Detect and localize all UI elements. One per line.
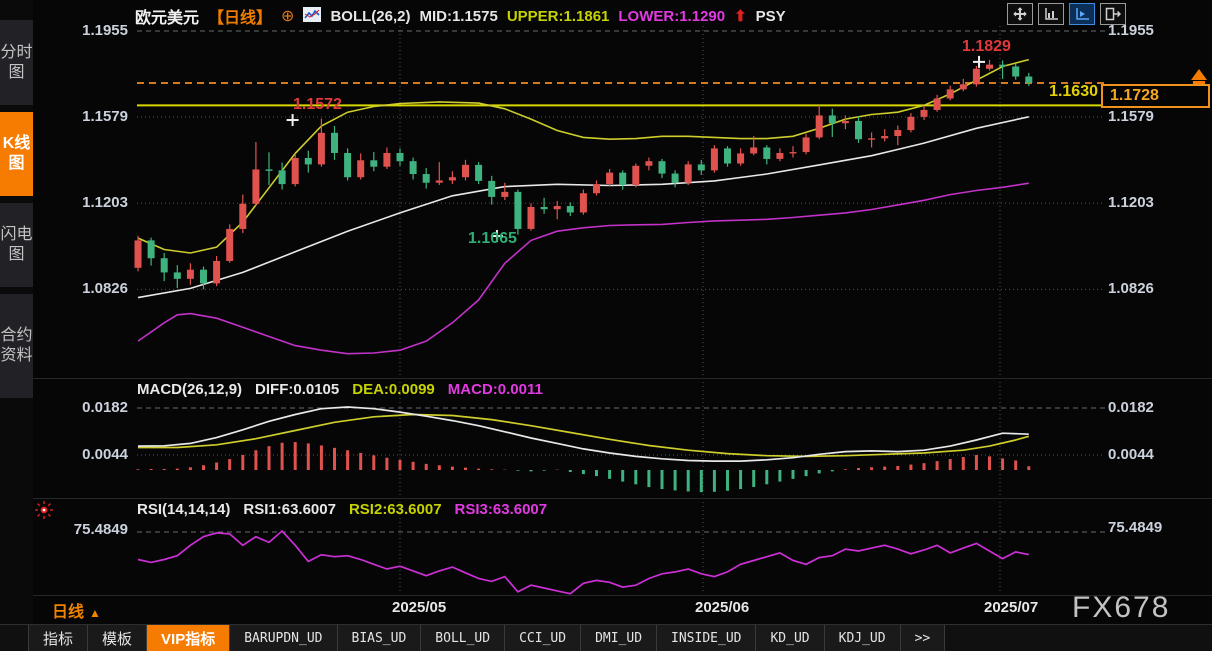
toolbar-item-barupdn[interactable]: BARUPDN_UD [230, 625, 338, 651]
period-selector[interactable]: 日线 ▲ [52, 598, 101, 622]
macd-tick-left: 0.0182 [82, 399, 128, 416]
rsi3-value: RSI3:63.6007 [454, 501, 548, 518]
crosshair-markers [286, 55, 986, 243]
chart-toolbar-icons [1007, 3, 1126, 25]
rsi-title: RSI(14,14,14) [137, 501, 231, 518]
last-price-tag: 1.1728 [1101, 84, 1210, 108]
macd-tick-right: 0.0044 [1108, 446, 1154, 463]
price-tick-left: 1.1203 [82, 194, 128, 211]
sidebar-tab-label: 合约资料 [0, 327, 33, 364]
hline-price-label: 1.1630 [1049, 83, 1098, 100]
axis-scale-icon[interactable] [1038, 3, 1064, 25]
indicator-toolbar: 指标 模板 VIP指标 BARUPDN_UD BIAS_UD BOLL_UD C… [0, 624, 1212, 651]
macd-tick-right: 0.0182 [1108, 399, 1154, 416]
boll-upper-value: UPPER:1.1861 [506, 7, 610, 25]
macd-pane-header: MACD(26,12,9) DIFF:0.0105 DEA:0.0099 MAC… [137, 381, 543, 398]
sidebar-tab-time-chart[interactable]: 分时图 [0, 20, 33, 105]
psy-indicator-label: PSY [755, 7, 786, 25]
toolbar-item-more[interactable]: >> [900, 625, 946, 651]
axis-scale-active-icon[interactable] [1069, 3, 1095, 25]
rsi-line [137, 529, 1029, 595]
boll-lower-value: LOWER:1.1290 [618, 7, 726, 25]
rsi-tick-right: 75.4849 [1108, 519, 1163, 536]
price-tick-left: 1.1955 [82, 22, 128, 39]
price-tick-right: 1.1955 [1108, 22, 1154, 39]
fx678-watermark: FX678 [1072, 591, 1171, 624]
price-tick-right: 1.1203 [1108, 194, 1154, 211]
toolbar-item-boll[interactable]: BOLL_UD [421, 625, 506, 651]
swing-high-label-april: 1.1572 [293, 96, 342, 113]
add-indicator-icon[interactable]: ⊕ [281, 8, 295, 25]
price-tick-left: 1.0826 [82, 280, 128, 297]
toolbar-item-kdj[interactable]: KDJ_UD [824, 625, 901, 651]
period-tag: 【日线】 [208, 10, 273, 27]
rsi1-value: RSI1:63.6007 [243, 501, 336, 518]
price-tick-right: 1.0826 [1108, 280, 1154, 297]
toolbar-item-kd[interactable]: KD_UD [756, 625, 825, 651]
price-tick-right: 1.1579 [1108, 108, 1154, 125]
toolbar-item-template[interactable]: 模板 [88, 625, 148, 651]
rsi2-value: RSI2:63.6007 [348, 501, 442, 518]
sidebar-tab-label: 闪电图 [0, 226, 33, 263]
price-lines [137, 81, 1105, 107]
symbol-name: 欧元美元 [135, 10, 200, 27]
sidebar-tab-flash-chart[interactable]: 闪电图 [0, 203, 33, 287]
swing-high-label-july: 1.1829 [962, 38, 1011, 55]
period-label: 日线 [52, 604, 85, 621]
macd-tick-left: 0.0044 [82, 446, 128, 463]
toolbar-item-dmi[interactable]: DMI_UD [581, 625, 658, 651]
sidebar-tab-contract-info[interactable]: 合约资料 [0, 294, 33, 398]
rsi-tick-left: 75.4849 [73, 521, 128, 538]
move-crosshair-icon[interactable] [1007, 3, 1033, 25]
macd-histogram [136, 442, 1031, 493]
jump-to-latest-button[interactable] [1191, 69, 1207, 84]
macd-lines [137, 406, 1030, 462]
sidebar-tab-kline-chart[interactable]: K线图 [0, 112, 33, 196]
sidebar-tab-label: 分时图 [0, 43, 33, 81]
panel-collapse-icon[interactable] [1100, 3, 1126, 25]
caret-up-icon: ▲ [89, 606, 101, 620]
swing-low-label-may: 1.1065 [468, 230, 517, 247]
sidebar: 分时图 K线图 闪电图 合约资料 [0, 0, 33, 651]
alarm-record-icon[interactable] [35, 501, 53, 524]
toolbar-item-cci[interactable]: CCI_UD [505, 625, 582, 651]
date-tick: 2025/06 [695, 599, 750, 616]
sidebar-tab-label: K线图 [2, 135, 31, 172]
alert-up-arrow-icon: ⬆ [734, 8, 747, 25]
date-tick: 2025/07 [984, 599, 1039, 616]
toolbar-item-bias[interactable]: BIAS_UD [337, 625, 422, 651]
price-tick-left: 1.1579 [82, 108, 128, 125]
toolbar-item-indicator[interactable]: 指标 [28, 625, 89, 651]
boll-indicator-label: BOLL(26,2) [330, 7, 411, 25]
macd-dea-value: DEA:0.0099 [352, 381, 435, 398]
toolbar-item-vip[interactable]: VIP指标 [147, 625, 231, 651]
rsi-pane-header: RSI(14,14,14) RSI1:63.6007 RSI2:63.6007 … [137, 501, 547, 518]
candles [134, 59, 1033, 290]
macd-title: MACD(26,12,9) [137, 381, 243, 398]
macd-macd-value: MACD:0.0011 [447, 381, 543, 398]
date-tick: 2025/05 [392, 599, 447, 616]
macd-diff-value: DIFF:0.0105 [255, 381, 340, 398]
toolbar-item-inside[interactable]: INSIDE_UD [657, 625, 757, 651]
boll-mid-value: MID:1.1575 [419, 7, 498, 25]
chart-header: 欧元美元 【日线】 ⊕ BOLL(26,2) MID:1.1575 UPPER:… [135, 4, 786, 28]
candlestick-mini-icon [303, 6, 322, 26]
